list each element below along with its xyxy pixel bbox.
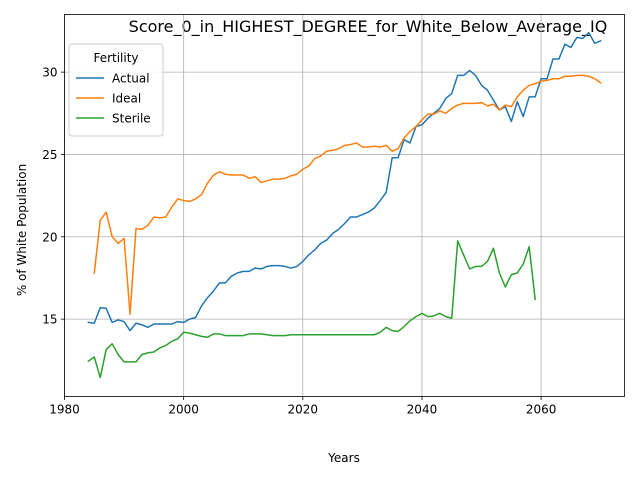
series-line-ideal xyxy=(93,74,602,315)
legend-label-ideal: Ideal xyxy=(112,92,141,106)
y-tick-label: 15 xyxy=(42,313,57,327)
y-tick-label: 25 xyxy=(42,148,57,162)
plot-area-frame xyxy=(64,14,625,397)
legend-box xyxy=(68,43,164,137)
x-tick-label: 2060 xyxy=(526,403,557,417)
y-tick-label: 30 xyxy=(42,66,57,80)
legend: Fertility Actual Ideal Sterile xyxy=(68,43,164,137)
series-lines xyxy=(87,31,602,379)
series-line-sterile xyxy=(87,240,536,379)
x-tick-label: 2020 xyxy=(288,403,319,417)
x-tick-label: 1980 xyxy=(49,403,80,417)
series-line-actual xyxy=(87,31,602,332)
legend-title: Fertility xyxy=(93,51,138,65)
chart-title: Score_0_in_HIGHEST_DEGREE_for_White_Belo… xyxy=(129,17,608,37)
x-axis-label: Years xyxy=(327,451,360,465)
axis-ticks: 1980 2000 2020 2040 2060 15 20 25 30 xyxy=(42,66,556,417)
x-tick-label: 2040 xyxy=(407,403,438,417)
legend-label-sterile: Sterile xyxy=(112,112,151,126)
legend-label-actual: Actual xyxy=(112,72,150,86)
y-tick-label: 20 xyxy=(42,230,57,244)
x-tick-label: 2000 xyxy=(168,403,199,417)
y-axis-label: % of White Population xyxy=(15,164,29,296)
